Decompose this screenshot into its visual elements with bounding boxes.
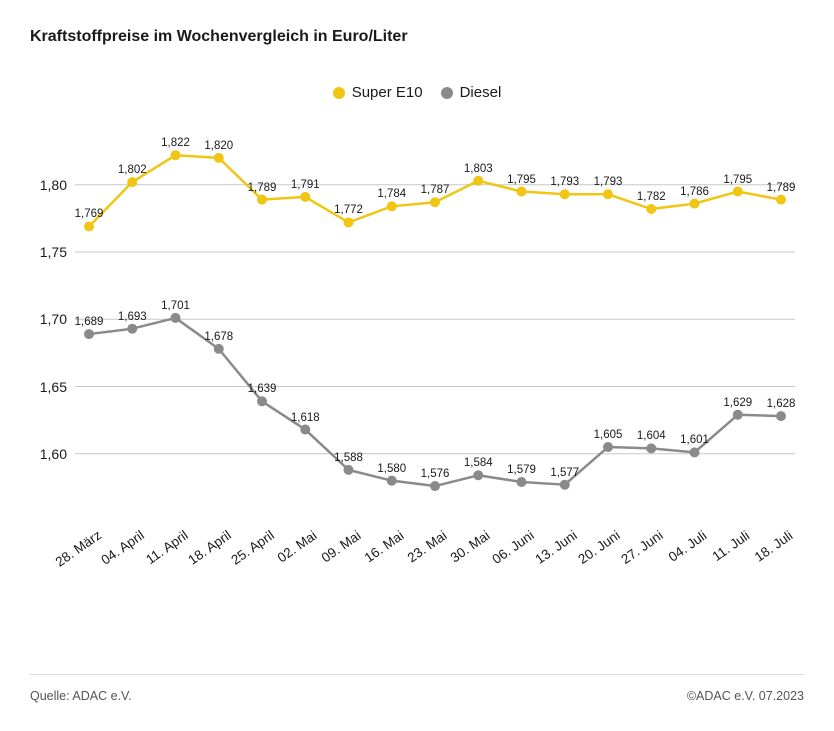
data-point-label: 1,601: [680, 434, 709, 446]
data-point-label: 1,577: [550, 467, 579, 479]
x-tick-label: 16. Mai: [361, 528, 406, 566]
data-point-label: 1,793: [594, 176, 623, 188]
data-point-label: 1,580: [377, 463, 406, 475]
data-point-label: 1,628: [767, 398, 796, 410]
data-point-label: 1,588: [334, 452, 363, 464]
legend-item-diesel: Diesel: [441, 84, 502, 101]
legend-item-super-e10: Super E10: [333, 84, 423, 101]
data-point-label: 1,784: [377, 188, 406, 200]
x-tick-label: 25. April: [228, 527, 277, 567]
data-point-label: 1,701: [161, 300, 190, 312]
x-tick-label: 11. Juli: [709, 528, 752, 564]
legend-label-super-e10: Super E10: [352, 84, 423, 101]
x-tick-label: 13. Juni: [532, 528, 579, 567]
data-point-label: 1,791: [291, 179, 320, 191]
x-tick-label: 28. März: [53, 527, 105, 569]
data-point-label: 1,629: [723, 397, 752, 409]
x-tick-label: 18. Juli: [752, 528, 796, 565]
data-point-label: 1,803: [464, 163, 493, 175]
data-point-label: 1,618: [291, 412, 320, 424]
data-point-label: 1,693: [118, 311, 147, 323]
data-point-label: 1,789: [248, 182, 277, 194]
x-tick-label: 04. April: [99, 527, 148, 567]
x-tick-label: 23. Mai: [405, 528, 450, 566]
data-point-label: 1,689: [75, 316, 104, 328]
footer: Quelle: ADAC e.V. ©ADAC e.V. 07.2023: [30, 674, 804, 703]
data-point-label: 1,576: [421, 468, 450, 480]
x-tick-label: 30. Mai: [448, 528, 493, 566]
data-point-label: 1,769: [75, 208, 104, 220]
data-point-label: 1,605: [594, 429, 623, 441]
data-point-label: 1,678: [204, 331, 233, 343]
data-point-label: 1,782: [637, 191, 666, 203]
legend-label-diesel: Diesel: [460, 84, 502, 101]
data-point-label: 1,787: [421, 184, 450, 196]
data-point-label: 1,639: [248, 383, 277, 395]
legend-marker-super-e10: [333, 87, 345, 99]
data-point-label: 1,822: [161, 137, 190, 149]
x-tick-label: 27. Juni: [619, 528, 666, 567]
x-tick-label: 02. Mai: [275, 528, 320, 566]
x-tick-label: 20. Juni: [575, 528, 622, 567]
data-point-label: 1,793: [550, 176, 579, 188]
legend-marker-diesel: [441, 87, 453, 99]
data-point-label: 1,795: [507, 174, 536, 186]
data-point-label: 1,786: [680, 186, 709, 198]
data-point-label: 1,584: [464, 457, 493, 469]
x-tick-label: 09. Mai: [318, 528, 363, 566]
x-tick-label: 06. Juni: [489, 528, 536, 567]
legend: Super E10 Diesel: [30, 84, 804, 101]
copyright-text: ©ADAC e.V. 07.2023: [687, 689, 804, 703]
x-tick-label: 11. April: [143, 528, 191, 568]
data-point-label: 1,772: [334, 204, 363, 216]
data-point-label: 1,604: [637, 430, 666, 442]
x-tick-label: 04. Juli: [665, 528, 709, 565]
data-point-label: 1,820: [204, 140, 233, 152]
data-point-label: 1,802: [118, 164, 147, 176]
chart-plot-area: 1,601,651,701,751,80 28. März04. April11…: [75, 131, 795, 521]
source-text: Quelle: ADAC e.V.: [30, 689, 132, 703]
data-point-label: 1,795: [723, 174, 752, 186]
data-point-label: 1,579: [507, 464, 536, 476]
y-tick-label: 1,65: [40, 379, 67, 395]
y-tick-label: 1,75: [40, 244, 67, 260]
y-tick-label: 1,60: [40, 446, 67, 462]
chart-title: Kraftstoffpreise im Wochenvergleich in E…: [30, 28, 804, 46]
y-tick-label: 1,70: [40, 311, 67, 327]
x-tick-label: 18. April: [185, 527, 234, 567]
data-point-label: 1,789: [767, 182, 796, 194]
y-tick-label: 1,80: [40, 177, 67, 193]
